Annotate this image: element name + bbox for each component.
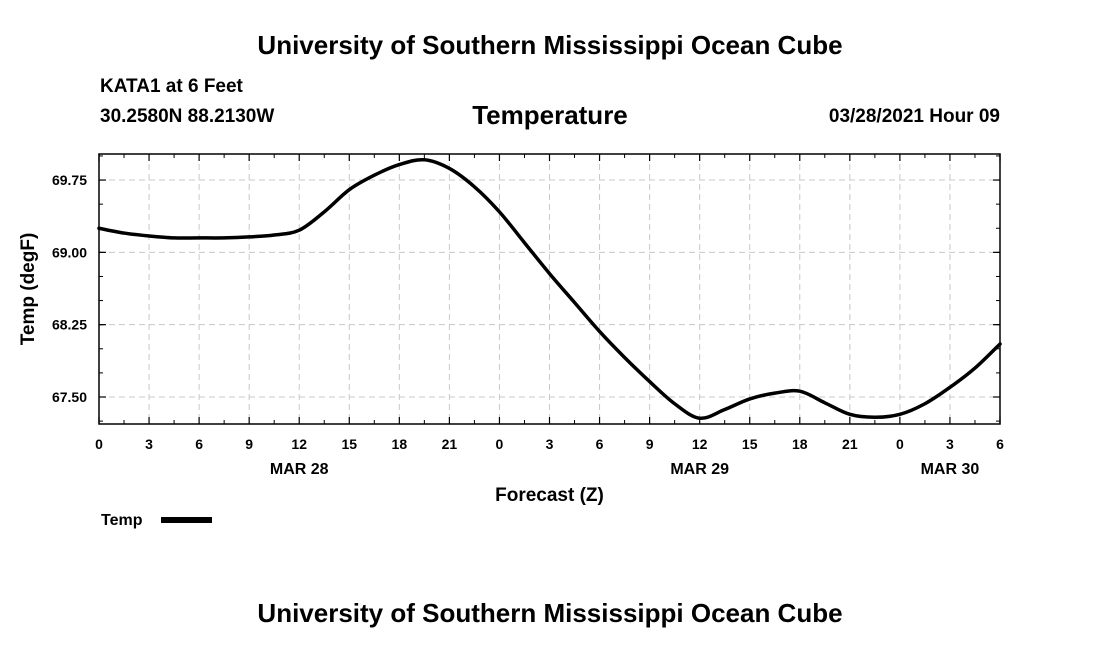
x-tick-label: 9 (245, 436, 253, 452)
x-tick-label: 18 (392, 436, 408, 452)
y-tick-label: 69.00 (52, 244, 87, 260)
station-coordinates: 30.2580N 88.2130W (100, 106, 275, 127)
x-tick-label: 12 (291, 436, 307, 452)
legend: Temp (101, 512, 212, 529)
x-tick-label: 3 (546, 436, 554, 452)
series-line-temp (97, 157, 1002, 420)
x-tick-label: 6 (996, 436, 1004, 452)
x-tick-label: 3 (145, 436, 153, 452)
x-tick-label: 0 (496, 436, 504, 452)
x-tick-label: 15 (742, 436, 758, 452)
date-label: MAR 30 (921, 461, 980, 478)
y-tick-label: 67.50 (52, 389, 87, 405)
date-label: MAR 28 (270, 461, 329, 478)
x-tick-label: 3 (946, 436, 954, 452)
grid (99, 154, 1000, 424)
axis-labels: 0 3 6 9 12 15 18 21 0 3 6 9 12 15 18 21 0 3 6 67.50 68.25 69.… (18, 172, 1004, 506)
top-title: University of Southern Mississippi Ocean… (257, 30, 843, 60)
x-tick-label: 21 (842, 436, 858, 452)
x-tick-label: 0 (896, 436, 904, 452)
x-tick-label: 21 (442, 436, 458, 452)
legend-label: Temp (101, 512, 143, 529)
x-tick-label: 6 (195, 436, 203, 452)
x-tick-label: 6 (596, 436, 604, 452)
x-tick-label: 9 (646, 436, 654, 452)
x-tick-label: 15 (341, 436, 357, 452)
station-label: KATA1 at 6 Feet (100, 76, 243, 97)
y-axis-title: Temp (degF) (18, 233, 39, 346)
x-tick-label: 18 (792, 436, 808, 452)
forecast-datetime: 03/28/2021 Hour 09 (828, 106, 1000, 127)
y-tick-label: 69.75 (52, 172, 87, 188)
axis-ticks (98, 154, 1001, 424)
x-tick-label: 0 (95, 436, 103, 452)
series-layer (97, 157, 1002, 420)
variable-title: Temperature (472, 100, 628, 130)
bottom-title: University of Southern Mississippi Ocean… (257, 598, 843, 628)
x-tick-label: 12 (692, 436, 708, 452)
y-tick-label: 68.25 (52, 317, 87, 333)
x-axis-title: Forecast (Z) (495, 485, 604, 506)
date-label: MAR 29 (670, 461, 729, 478)
